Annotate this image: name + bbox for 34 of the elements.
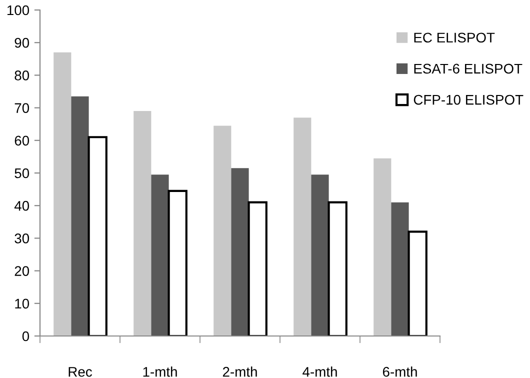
- y-tick-label: 30: [14, 234, 30, 244]
- bar: [231, 168, 249, 336]
- y-tick-label: 60: [14, 136, 30, 146]
- bar: [311, 174, 329, 336]
- bar: [391, 202, 409, 336]
- y-tick-label: 0: [22, 331, 30, 342]
- legend-label: EC ELISPOT: [414, 32, 495, 43]
- x-tick-label: 6-mth: [382, 366, 417, 377]
- y-tick-label: 90: [14, 38, 30, 48]
- bar: [248, 201, 268, 336]
- legend-label: CFP-10 ELISPOT: [414, 94, 524, 105]
- bar: [214, 126, 232, 336]
- legend-label: ESAT-6 ELISPOT: [414, 64, 522, 74]
- bar: [151, 174, 169, 336]
- y-tick-label: 40: [14, 200, 30, 211]
- x-tick-label: 4-mth: [302, 366, 337, 377]
- bar: [294, 118, 312, 336]
- y-tick-label: 80: [14, 70, 30, 80]
- y-tick-label: 10: [15, 298, 30, 309]
- y-tick-label: 50: [14, 168, 30, 178]
- bar: [374, 158, 392, 336]
- bar: [71, 96, 89, 336]
- y-tick-label: 100: [7, 5, 30, 16]
- bar: [54, 52, 72, 336]
- bar: [134, 111, 152, 336]
- x-tick-label: 1-mth: [143, 366, 177, 377]
- bar: [408, 230, 428, 336]
- bar: [88, 136, 108, 336]
- y-tick-label: 70: [14, 103, 30, 113]
- bar: [328, 201, 348, 336]
- y-tick-label: 20: [14, 266, 30, 276]
- x-tick-label: 2-mth: [222, 366, 257, 377]
- x-tick-label: Rec: [68, 367, 92, 377]
- bar: [168, 190, 188, 336]
